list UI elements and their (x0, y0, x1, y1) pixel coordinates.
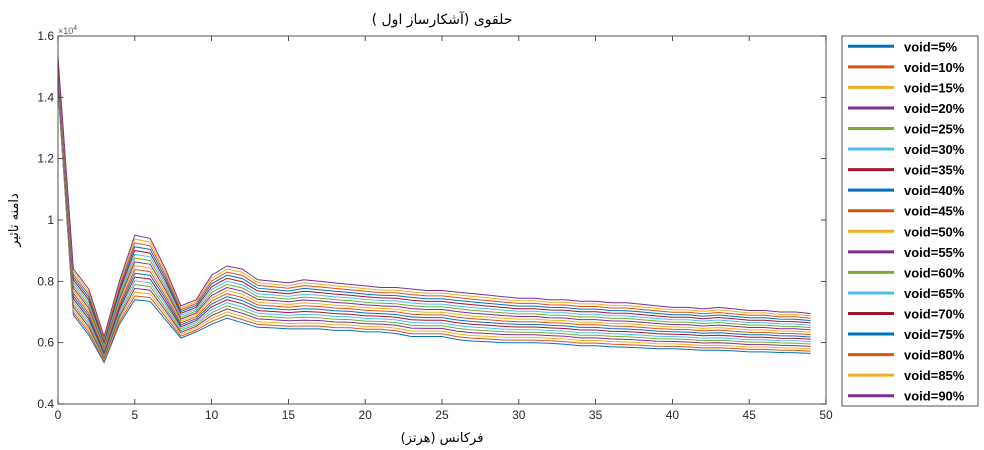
x-tick-label: 25 (435, 408, 449, 422)
legend-entry-label: void=5% (904, 39, 958, 54)
y-exponent-base: ×10 (58, 26, 73, 36)
legend-entry-label: void=85% (904, 368, 965, 383)
series-line-16 (57, 61, 811, 342)
x-tick-label: 10 (205, 408, 219, 422)
y-tick-label: 0.6 (37, 336, 54, 350)
x-tick-label: 20 (359, 408, 373, 422)
x-tick-label: 0 (55, 408, 62, 422)
series-line-8 (57, 75, 811, 354)
legend-entry-label: void=10% (904, 60, 965, 75)
series-line-9 (57, 73, 811, 352)
series-line-13 (57, 66, 811, 346)
y-tick-label: 1.6 (37, 29, 54, 43)
y-tick-label: 1.4 (37, 90, 54, 104)
axes: 0 5 10 15 20 25 30 35 40 45 50 0.4 0.6 0.8 1 1.2 1.4 1.6 (37, 29, 833, 422)
legend-entry-label: void=40% (904, 183, 965, 198)
legend-entry-label: void=30% (904, 142, 965, 157)
series-line-6 (57, 79, 811, 357)
series-line-2 (57, 86, 811, 363)
x-tick-label: 40 (666, 408, 680, 422)
series-line-7 (57, 77, 811, 355)
legend-entry-label: void=45% (904, 204, 965, 219)
x-tick-label: 5 (131, 408, 138, 422)
legend-entry-label: void=75% (904, 327, 965, 342)
axis-labels: فرکانس (هرتز) دامنه تاثیر ×104 (7, 25, 483, 446)
chart-title-group: حلقوی (آشکارساز اول ) (372, 11, 513, 28)
legend-entry-label: void=65% (904, 286, 965, 301)
x-tick-label: 15 (282, 408, 296, 422)
legend-entry-label: void=90% (904, 389, 965, 404)
y-axis-label: دامنه تاثیر (7, 193, 22, 248)
series-line-5 (57, 80, 811, 358)
legend: void=5% void=10% void=15% void=20% void=25% v… (841, 35, 979, 407)
legend-entry-label: void=15% (904, 80, 965, 95)
series-line-18 (57, 57, 811, 339)
plot-area (57, 57, 811, 364)
y-tick-label: 0.8 (37, 274, 54, 288)
series-line-15 (57, 62, 811, 343)
legend-entry-label: void=55% (904, 245, 965, 260)
series-line-4 (57, 82, 811, 360)
x-tick-label: 30 (512, 408, 526, 422)
y-exponent-label: ×104 (58, 25, 77, 36)
series-line-10 (57, 71, 811, 351)
x-tick-label: 50 (819, 408, 833, 422)
axes-box (57, 35, 827, 405)
legend-entry-label: void=20% (904, 101, 965, 116)
series-line-1 (57, 88, 811, 364)
x-axis-label: فرکانس (هرتز) (401, 431, 484, 446)
legend-entry-label: void=80% (904, 348, 965, 363)
series-line-12 (57, 68, 811, 348)
series-line-11 (57, 70, 811, 349)
legend-entry-label: void=70% (904, 307, 965, 322)
x-tick-label: 35 (589, 408, 603, 422)
y-tick-label: 1 (47, 213, 54, 227)
legend-entry-label: void=25% (904, 122, 965, 137)
x-tick-label: 45 (743, 408, 757, 422)
chart-title: حلقوی (آشکارساز اول ) (372, 11, 513, 28)
y-tick-label: 1.2 (37, 152, 54, 166)
series-line-17 (57, 59, 811, 340)
legend-entry-label: void=50% (904, 224, 965, 239)
legend-box (841, 35, 979, 407)
series-line-3 (57, 84, 811, 361)
legend-entry-label: void=60% (904, 265, 965, 280)
y-exponent-power: 4 (73, 25, 77, 32)
legend-entry-label: void=35% (904, 163, 965, 178)
series-line-14 (57, 64, 811, 345)
y-tick-label: 0.4 (37, 397, 54, 411)
